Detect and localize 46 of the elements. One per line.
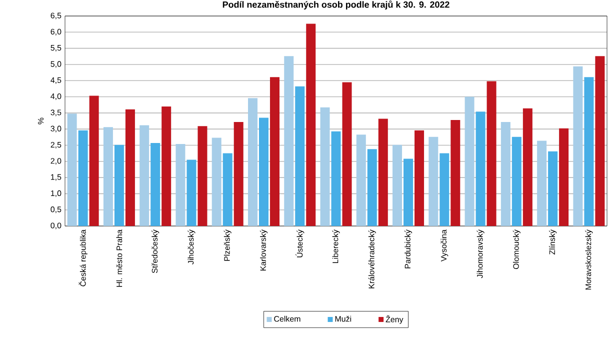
bar — [103, 127, 113, 226]
bar — [270, 77, 280, 226]
bar — [150, 142, 160, 226]
bar — [486, 81, 496, 226]
bar — [67, 114, 77, 226]
bar — [248, 98, 258, 226]
bar — [392, 144, 402, 226]
bar — [222, 153, 232, 226]
bar — [331, 131, 341, 226]
bar — [512, 136, 522, 226]
bar — [440, 153, 450, 226]
bar — [404, 158, 414, 226]
bar — [306, 24, 316, 226]
bar — [573, 66, 583, 226]
bar — [89, 96, 99, 226]
bar — [500, 122, 510, 226]
bar — [320, 107, 330, 226]
bar — [234, 122, 244, 226]
bar — [186, 160, 196, 226]
bar — [356, 134, 366, 226]
bar — [464, 96, 474, 226]
bar — [198, 126, 208, 226]
bar — [476, 112, 486, 226]
bar — [367, 149, 377, 226]
bar — [559, 128, 569, 226]
bar — [428, 136, 438, 226]
bar — [584, 77, 594, 226]
chart-title: Podíl nezaměstnaných osob podle krajů k 30. 9. 2022 — [222, 0, 450, 10]
bar — [162, 106, 172, 226]
bar — [140, 125, 150, 226]
bar — [595, 56, 605, 226]
bar — [295, 86, 305, 226]
bar — [342, 82, 352, 226]
bar — [176, 144, 186, 226]
bar — [212, 138, 222, 226]
bar — [114, 144, 124, 226]
bar — [522, 108, 532, 226]
bar — [537, 140, 547, 226]
bar — [450, 120, 460, 226]
bar — [78, 130, 88, 226]
bar — [414, 130, 424, 226]
bar — [284, 56, 294, 226]
bar — [378, 118, 388, 226]
bar — [125, 109, 135, 226]
bar — [258, 118, 268, 226]
bar — [548, 151, 558, 226]
